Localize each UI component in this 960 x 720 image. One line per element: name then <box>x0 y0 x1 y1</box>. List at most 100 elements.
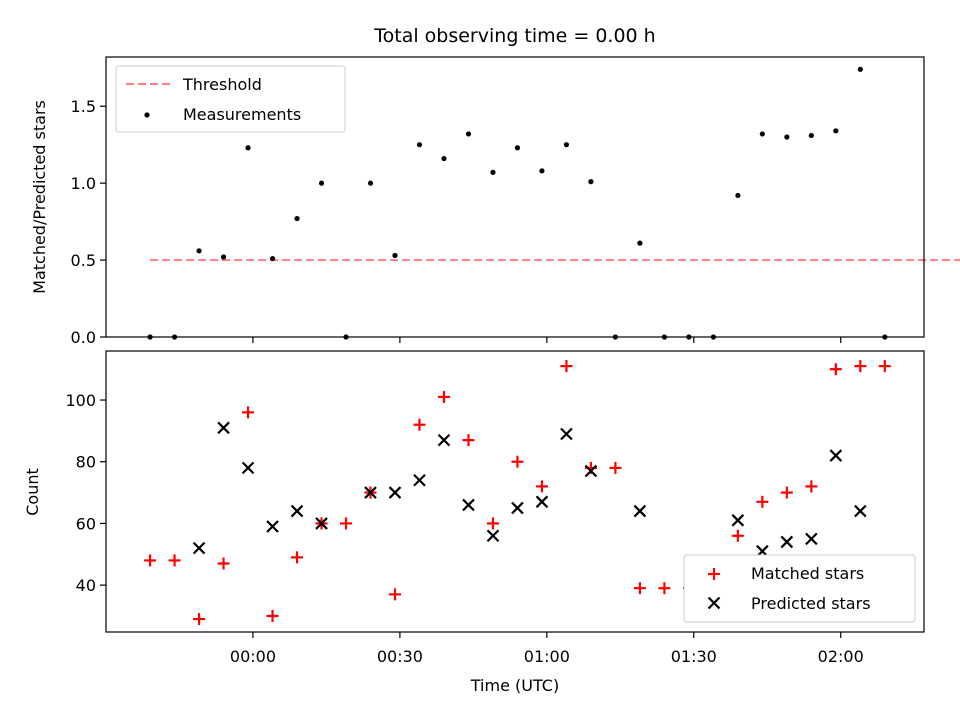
predicted-star-point-b <box>633 504 647 518</box>
matched-star-point <box>193 613 206 626</box>
ratio-panel: 0.0 0.5 1.0 1.5 Matched/Predicted stars Thr… <box>30 56 960 347</box>
count-y-tick-label: 60 <box>76 514 96 533</box>
matched-star-point <box>266 609 279 622</box>
predicted-star-point <box>805 532 818 546</box>
measurement-point <box>588 179 594 185</box>
matched-star-point <box>388 588 401 601</box>
predicted-star-point-b <box>805 532 818 546</box>
measurement-point <box>465 131 472 137</box>
measurement-point <box>269 255 276 262</box>
count-legend-box <box>683 554 916 623</box>
matched-star-point <box>805 480 818 493</box>
matched-star-point <box>633 582 646 595</box>
measurement-point <box>808 132 814 139</box>
legend-matched-label: Matched stars <box>751 564 864 583</box>
measurement-point <box>490 169 496 175</box>
matched-star-point <box>168 554 181 567</box>
count-legend: Matched stars Predicted stars <box>683 554 916 623</box>
ratio-legend-box <box>115 65 346 133</box>
measurement-point <box>196 248 202 254</box>
predicted-star-point <box>217 421 230 435</box>
predicted-star-point <box>584 464 598 478</box>
legend-predicted-label: Predicted stars <box>751 594 871 613</box>
count-x-tick-label: 01:30 <box>671 647 717 666</box>
predicted-star-point <box>731 514 745 527</box>
predicted-star-point <box>192 541 206 555</box>
count-x-tick-label: 00:00 <box>230 647 276 666</box>
matched-star-point <box>486 517 499 530</box>
matched-star-point <box>511 455 524 468</box>
matched-star-point <box>144 554 157 567</box>
measurement-point <box>318 180 325 186</box>
predicted-star-point <box>633 504 647 518</box>
measurement-point <box>245 145 251 151</box>
measurement-point <box>294 215 300 222</box>
predicted-star-point <box>437 433 451 447</box>
legend-measurements-label: Measurements <box>183 105 301 124</box>
ratio-panel-frame <box>105 56 925 338</box>
count-y-axis-label: Count <box>23 468 42 516</box>
matched-star-point <box>217 557 230 570</box>
predicted-star-point <box>315 517 328 530</box>
matched-star-point <box>242 406 255 419</box>
measurement-point <box>637 240 643 246</box>
measurement-point <box>367 180 374 186</box>
measurement-point <box>392 252 398 259</box>
measurement-point <box>759 131 765 137</box>
matched-star-point <box>437 390 450 403</box>
predicted-star-point-b <box>535 495 549 509</box>
predicted-star-point <box>535 495 549 509</box>
count-plot-area <box>144 360 891 626</box>
matched-star-point <box>854 360 867 373</box>
predicted-star-point-b <box>462 498 475 512</box>
predicted-star-point <box>829 449 843 462</box>
predicted-star-point-b <box>780 535 794 549</box>
legend-measurements-swatch <box>144 112 150 118</box>
measurement-point <box>539 168 545 174</box>
legend-plus-marker <box>708 568 720 580</box>
predicted-star-point <box>241 461 255 475</box>
matched-star-point <box>780 486 793 499</box>
predicted-star-point <box>388 486 402 499</box>
matched-star-point <box>731 529 744 542</box>
count-y-tick-label: 100 <box>65 391 96 410</box>
predicted-star-point-b <box>315 517 328 530</box>
x-axis-label: Time (UTC) <box>470 676 559 695</box>
matched-star-point <box>658 582 671 595</box>
predicted-star-point-b <box>854 504 867 518</box>
measurement-point <box>735 192 741 199</box>
legend-predicted-swatch <box>707 596 721 610</box>
predicted-star-point-b <box>217 421 230 435</box>
matched-star-point <box>878 360 891 373</box>
measurement-point <box>441 155 447 162</box>
predicted-star-point <box>511 501 524 515</box>
measurement-point <box>514 145 521 151</box>
measurement-point <box>784 134 790 140</box>
predicted-star-point <box>290 504 304 518</box>
predicted-star-point-b <box>731 514 745 527</box>
predicted-star-point-b <box>192 541 206 555</box>
predicted-star-point <box>364 486 377 499</box>
chart-title: Total observing time = 0.00 h <box>373 25 655 47</box>
predicted-star-point <box>266 520 279 533</box>
matched-star-point <box>413 418 426 431</box>
predicted-star-point <box>854 504 867 518</box>
predicted-star-point-b <box>290 504 304 518</box>
count-x-tick-label: 02:00 <box>818 647 864 666</box>
measurement-point <box>857 66 863 72</box>
count-y-tick-label: 40 <box>76 576 96 595</box>
ratio-y-tick-label: 0.5 <box>71 251 96 270</box>
predicted-star-point-b <box>560 427 573 441</box>
predicted-star-point <box>413 473 426 487</box>
ratio-y-axis-label: Matched/Predicted stars <box>30 100 49 294</box>
matched-star-point <box>756 495 769 508</box>
measurement-point <box>563 142 570 148</box>
predicted-star-point-b <box>511 501 524 515</box>
legend-threshold-label: Threshold <box>182 75 262 94</box>
count-y-tick-label: 80 <box>76 453 96 472</box>
count-panel-frame <box>105 350 925 633</box>
predicted-star-point-b <box>241 461 255 475</box>
predicted-star-point <box>560 427 573 441</box>
predicted-star-point-b <box>413 473 426 487</box>
legend-x-marker-b <box>707 596 721 610</box>
